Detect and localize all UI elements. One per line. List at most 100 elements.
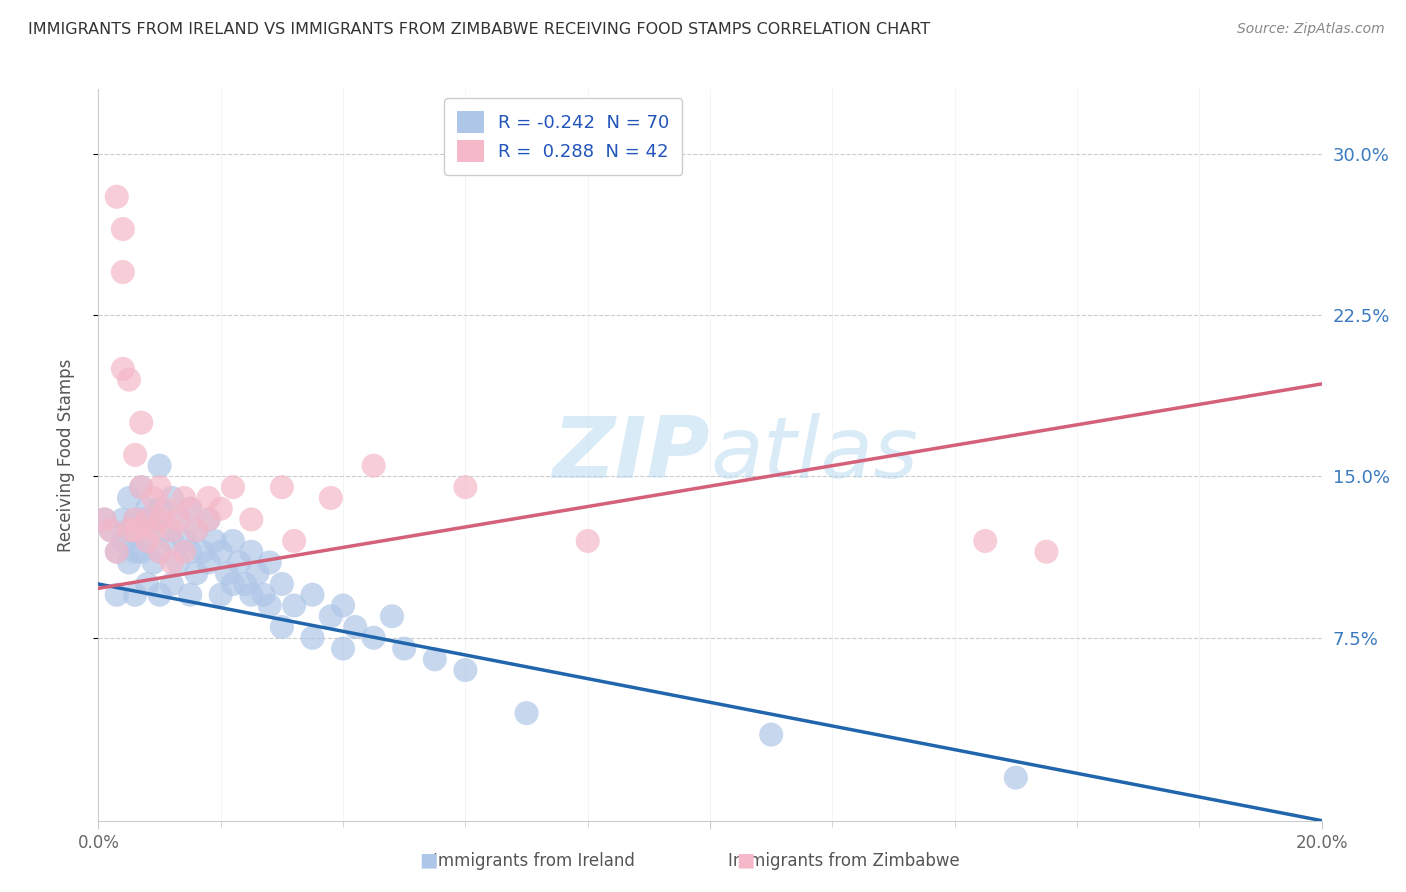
Point [270, 480, 292, 494]
Point [124, 512, 146, 526]
Point [344, 620, 367, 634]
Point [259, 556, 281, 570]
Point [240, 545, 263, 559]
Text: ZIP: ZIP [553, 413, 710, 497]
Point [149, 512, 172, 526]
Point [149, 501, 172, 516]
Point [149, 588, 172, 602]
Point [319, 491, 342, 505]
Point [179, 501, 201, 516]
Point [142, 523, 165, 537]
Point [93, 512, 115, 526]
Point [111, 222, 134, 236]
Point [215, 566, 238, 581]
Point [136, 533, 159, 548]
Point [222, 533, 245, 548]
Text: ■: ■ [735, 851, 755, 870]
Point [191, 545, 214, 559]
Point [118, 523, 141, 537]
Point [1004, 771, 1026, 785]
Point [759, 728, 782, 742]
Point [301, 588, 323, 602]
Point [259, 599, 281, 613]
Point [167, 556, 190, 570]
Point [209, 545, 232, 559]
Point [974, 533, 997, 548]
Point [186, 566, 208, 581]
Point [105, 545, 128, 559]
Point [136, 533, 159, 548]
Text: ■: ■ [419, 851, 439, 870]
Point [179, 545, 201, 559]
Point [454, 663, 477, 677]
Point [149, 545, 172, 559]
Point [240, 588, 263, 602]
Point [332, 599, 354, 613]
Point [197, 512, 219, 526]
Point [186, 523, 208, 537]
Point [160, 523, 183, 537]
Point [124, 545, 146, 559]
Point [363, 458, 385, 473]
Point [186, 523, 208, 537]
Point [228, 556, 250, 570]
Point [173, 491, 195, 505]
Point [111, 533, 134, 548]
Point [363, 631, 385, 645]
Point [209, 501, 232, 516]
Point [124, 588, 146, 602]
Point [1035, 545, 1057, 559]
Point [423, 652, 446, 666]
Point [270, 577, 292, 591]
Legend: R = -0.242  N = 70, R =  0.288  N = 42: R = -0.242 N = 70, R = 0.288 N = 42 [444, 98, 682, 175]
Point [173, 533, 195, 548]
Point [160, 577, 183, 591]
Point [454, 480, 477, 494]
Point [100, 523, 122, 537]
Text: IMMIGRANTS FROM IRELAND VS IMMIGRANTS FROM ZIMBABWE RECEIVING FOOD STAMPS CORREL: IMMIGRANTS FROM IRELAND VS IMMIGRANTS FR… [28, 22, 931, 37]
Point [155, 501, 177, 516]
Text: Immigrants from Zimbabwe: Immigrants from Zimbabwe [728, 852, 959, 870]
Point [332, 641, 354, 656]
Point [129, 480, 152, 494]
Point [392, 641, 416, 656]
Point [167, 512, 190, 526]
Text: Source: ZipAtlas.com: Source: ZipAtlas.com [1237, 22, 1385, 37]
Point [149, 480, 172, 494]
Point [124, 523, 146, 537]
Point [111, 512, 134, 526]
Point [118, 491, 141, 505]
Point [129, 416, 152, 430]
Point [160, 533, 183, 548]
Point [129, 480, 152, 494]
Point [319, 609, 342, 624]
Point [252, 588, 274, 602]
Point [179, 501, 201, 516]
Point [149, 545, 172, 559]
Point [381, 609, 404, 624]
Point [142, 491, 165, 505]
Text: atlas: atlas [710, 413, 918, 497]
Point [149, 458, 172, 473]
Point [111, 265, 134, 279]
Point [142, 556, 165, 570]
Point [197, 512, 219, 526]
Point [516, 706, 538, 720]
Point [167, 512, 190, 526]
Point [301, 631, 323, 645]
Point [173, 545, 195, 559]
Point [142, 512, 165, 526]
Point [136, 501, 159, 516]
Point [124, 512, 146, 526]
Point [160, 491, 183, 505]
Point [283, 533, 305, 548]
Point [93, 512, 115, 526]
Point [105, 190, 128, 204]
Point [136, 577, 159, 591]
Point [136, 512, 159, 526]
Point [270, 620, 292, 634]
Point [240, 512, 263, 526]
Point [222, 577, 245, 591]
Point [124, 448, 146, 462]
Point [209, 588, 232, 602]
